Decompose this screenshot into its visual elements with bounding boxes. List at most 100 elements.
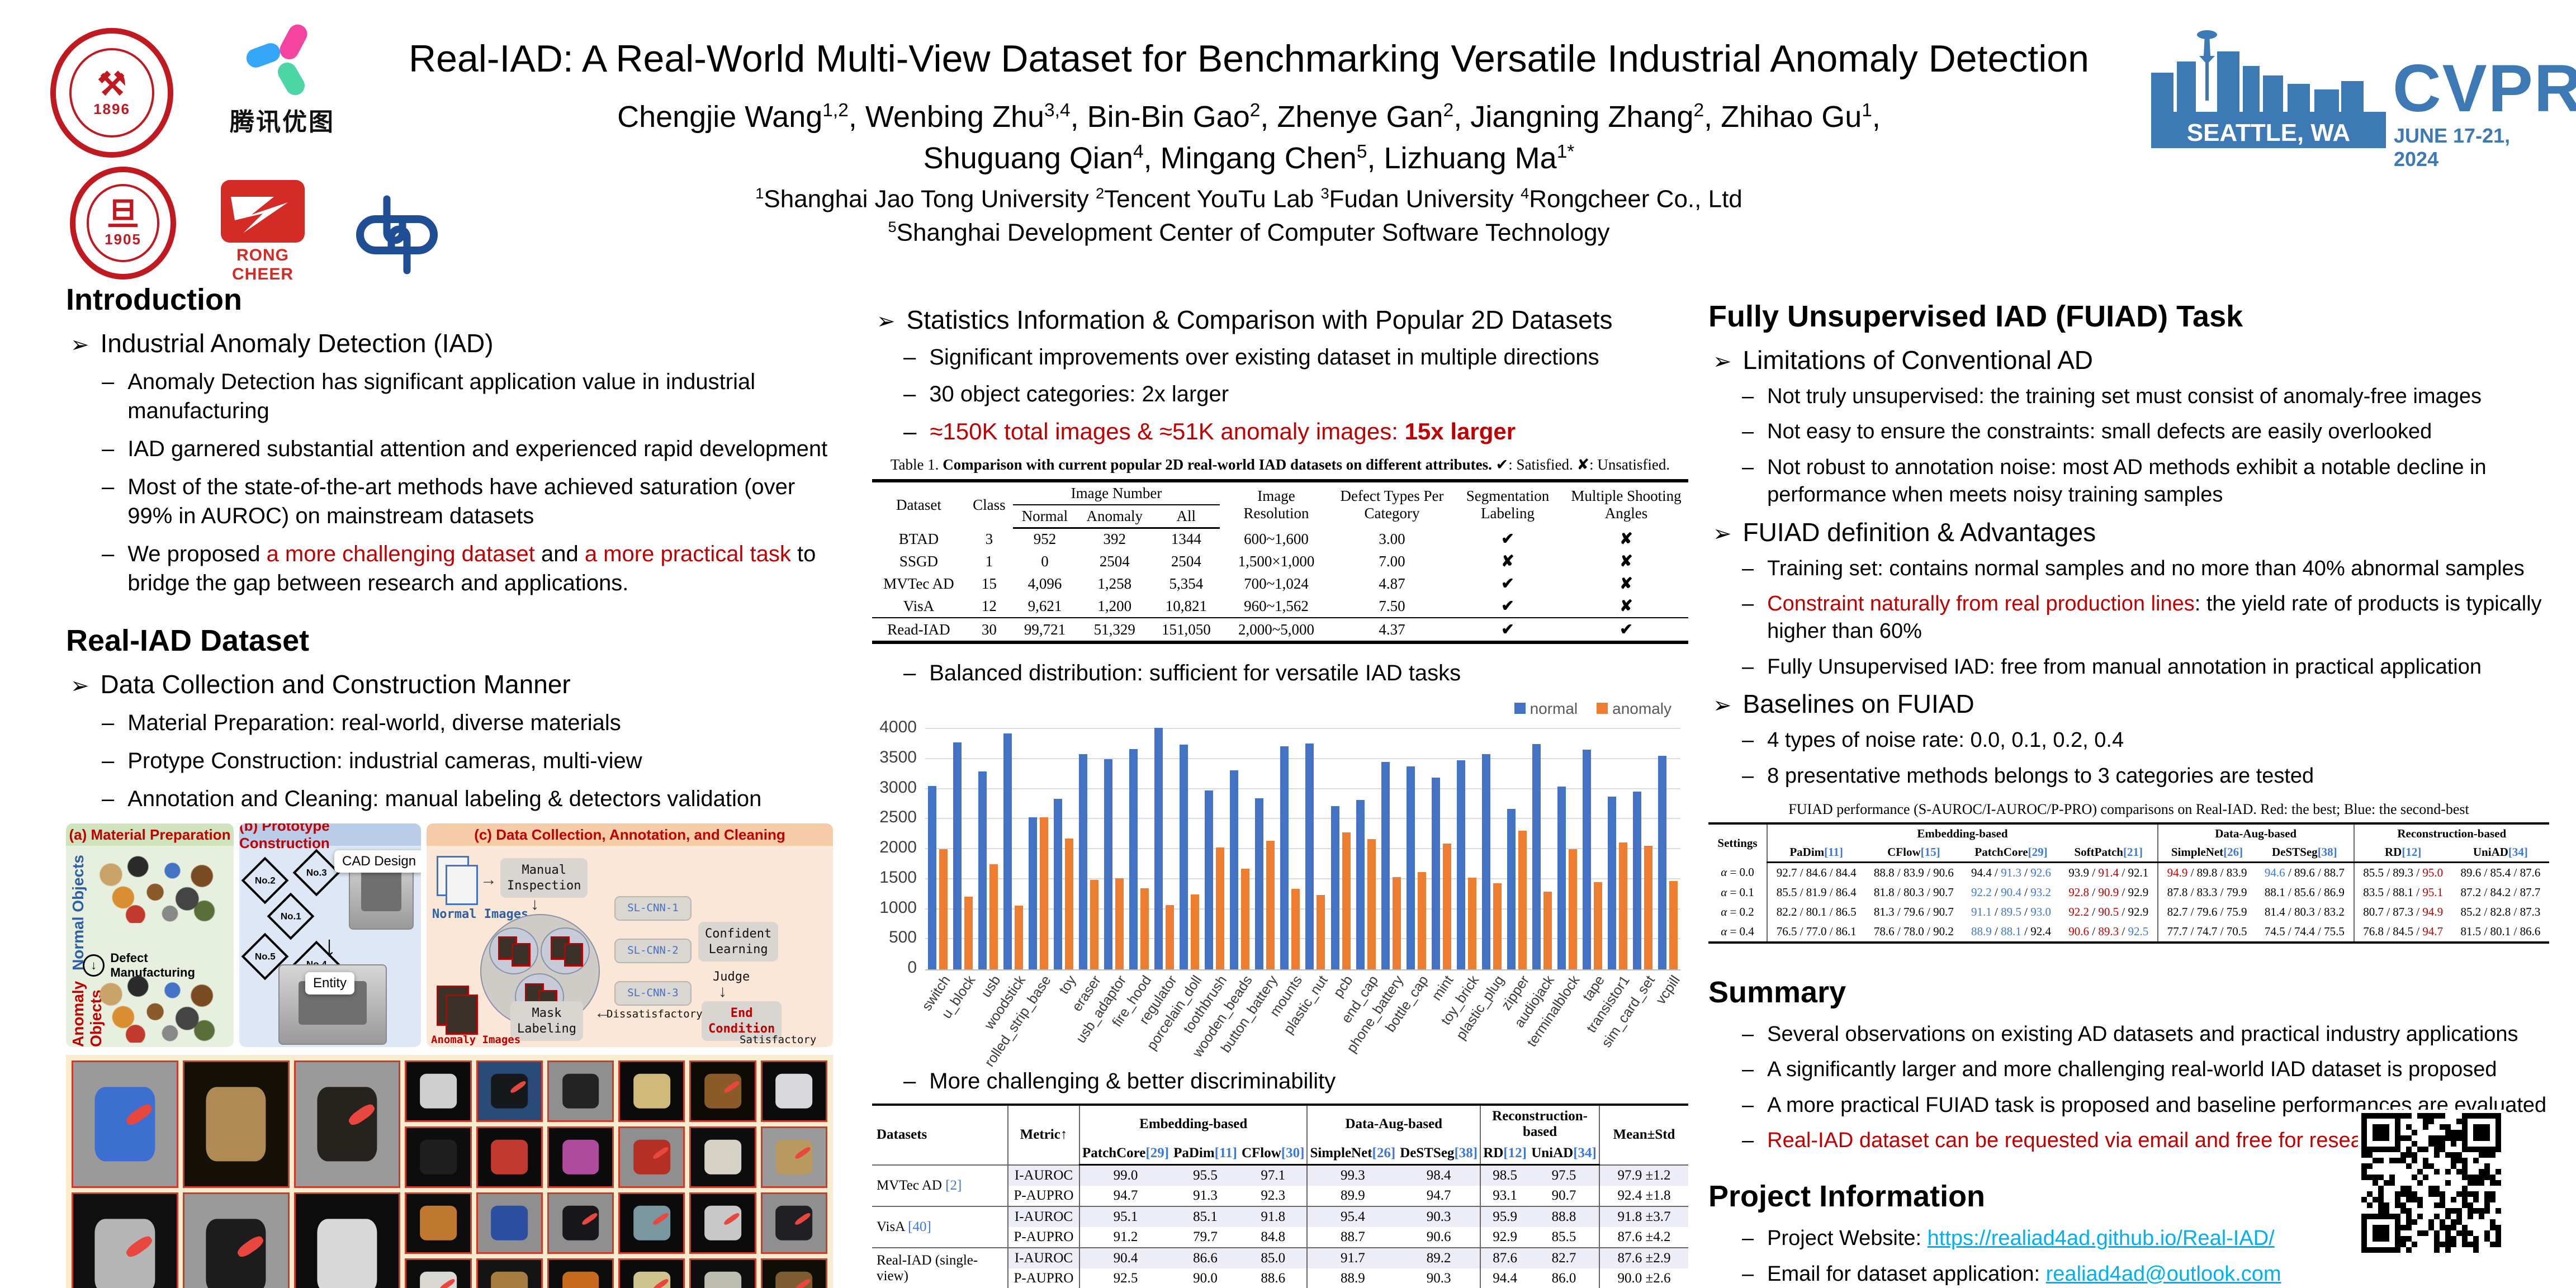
normal-bar [1381,762,1390,970]
bench-row: P-AUPRO 94.7 91.3 92.3 89.9 94.7 93.1 90.7 92.4 … [872,1186,1688,1207]
bench-group-reconstruction: Reconstruction-based [1480,1105,1599,1143]
sample-image [182,1192,290,1288]
sample-image [689,1192,756,1254]
balanced-bullet: – Balanced distribution: sufficient for v… [903,659,1688,688]
bar-group [1504,729,1530,970]
bench-group-dataaug: Data-Aug-based [1306,1105,1481,1143]
fuiad-method-header: PaDim[11] [1766,842,1865,863]
y-axis-tick: 4000 [879,718,917,737]
bar-group [1353,729,1379,970]
fuiad-method-header: SoftPatch[21] [2059,842,2158,863]
dash-icon: – [1742,1129,1754,1153]
y-axis-tick: 2000 [879,838,917,857]
bar-group [925,729,950,970]
seattle-skyline-icon: SEATTLE, WA [2151,30,2386,148]
fudan-emblem-icon: 旦 [106,196,139,233]
fuiad-row: α = 0.0 92.7 / 84.6 / 84.4 88.8 / 83.9 / 9… [1708,862,2549,883]
dataset-email-link[interactable]: Email for dataset application: realiad4a… [1767,1262,2281,1286]
fuiad-method-header: SimpleNet[26] [2157,842,2256,863]
bar-group [1303,729,1328,970]
anomaly-bar [1618,842,1627,970]
anomaly-images-label: Anomaly Images [431,1034,521,1046]
fuiad-bullet: – Constraint naturally from real producti… [1742,590,2549,646]
bar-group [1379,729,1404,970]
rongcheer-caption: RONG CHEER [231,246,293,283]
sl-cnn-2-box: SL-CNN-2 [614,939,692,963]
table1-caption: Table 1. Comparison with current popular… [890,456,1670,473]
dash-icon: – [102,711,115,735]
anomaly-bar [1493,883,1502,970]
normal-bar [1356,799,1365,970]
bar-group [1026,729,1051,970]
dash-icon: – [1742,1058,1754,1082]
table1-header-segmentation: Segmentation Labeling [1466,487,1550,522]
bench-method-header: RD[12] [1480,1143,1530,1166]
authors-line-2: Shuguang Qian4, Mingang Chen5, Lizhuang … [923,141,1575,175]
ssc-mark-icon [356,195,438,274]
sample-image [547,1126,614,1188]
normal-bar [1280,746,1289,970]
sample-image [618,1060,685,1122]
cvpr-logo: SEATTLE, WA CVPR JUNE 17-21, 2024 [2151,22,2576,171]
sample-image [405,1060,472,1122]
realiad-arrow-item: ➢ Data Collection and Construction Manne… [70,669,833,699]
normal-bar [1507,809,1516,970]
legend-item: anomaly [1597,700,1671,718]
anomaly-bar [1191,894,1200,970]
sl-cnn-3-box: SL-CNN-3 [614,981,692,1006]
sample-image [405,1126,472,1188]
bar-group [1202,729,1227,970]
fuiad-bullet: – Not easy to ensure the constraints: sma… [1742,418,2549,446]
anomaly-bar [1090,879,1099,970]
chart-legend: normal anomaly [1514,700,1671,718]
normal-bar [1205,790,1214,970]
confident-learning-box: Confident Learning [698,922,779,962]
sample-image [760,1060,827,1122]
fuiad-sec2-item: ➢ FUIAD definition & Advantages [1713,517,2549,547]
anomaly-bar [939,849,948,970]
normal-image-thumb [446,865,478,905]
flow-arrow-icon: → [480,870,497,889]
dash-icon: – [903,418,917,444]
ssc-logo [352,190,447,280]
middle-column: ➢ Statistics Information & Comparison wi… [872,282,1688,1288]
youtu-triangle-icon [246,24,307,96]
realiad-bullet: – Protype Construction: industrial camera… [102,746,833,775]
table1-header-imagenumber: Image Number [1012,480,1220,505]
dash-icon: – [1742,1262,1754,1286]
bar-group [1605,729,1630,970]
sample-image [547,1192,614,1254]
dash-icon: – [903,345,916,370]
anomaly-bar [1568,849,1577,970]
entity-label: Entity [305,972,355,995]
y-axis-tick: 2500 [879,808,917,827]
normal-bar [1431,778,1440,970]
normal-bar [978,771,987,970]
anomaly-chip [512,943,531,967]
sl-cnn-1-box: SL-CNN-1 [614,896,692,921]
fuiad-heading: Fully Unsupervised IAD (FUIAD) Task [1708,300,2243,333]
realiad-bullet: – Annotation and Cleaning: manual labelin… [102,784,833,813]
judge-label: Judge [713,970,750,984]
normal-bar [928,786,937,970]
anomaly-bar [1367,839,1376,970]
bench-method-header: PaDim[11] [1171,1143,1239,1166]
anomaly-bar [1442,844,1451,970]
normal-bar [1230,770,1239,970]
legend-swatch [1597,703,1608,714]
bar-group [1277,729,1303,970]
panel-c-label: (c) Data Collection, Annotation, and Cle… [427,823,833,846]
dash-icon: – [102,787,115,811]
project-website-link[interactable]: Project Website: https://realiad4ad.gith… [1767,1227,2275,1251]
dash-icon: – [102,475,115,499]
dash-icon: – [1742,591,1754,615]
anomaly-bar [964,897,973,970]
bench-row: VisA [40] I-AUROC 95.1 85.1 91.8 95.4 90.3 95.9… [872,1206,1688,1248]
table1-header-dataset: Dataset [896,496,941,513]
dash-icon: – [1742,764,1754,788]
project-bullet: – Email for dataset application: realiad4… [1742,1261,2549,1288]
project-info-heading: Project Information [1708,1180,1986,1214]
end-condition-box: End Condition [702,1001,782,1041]
realiad-item-label: Data Collection and Construction Manner [100,670,571,699]
dash-icon: – [903,1069,916,1094]
